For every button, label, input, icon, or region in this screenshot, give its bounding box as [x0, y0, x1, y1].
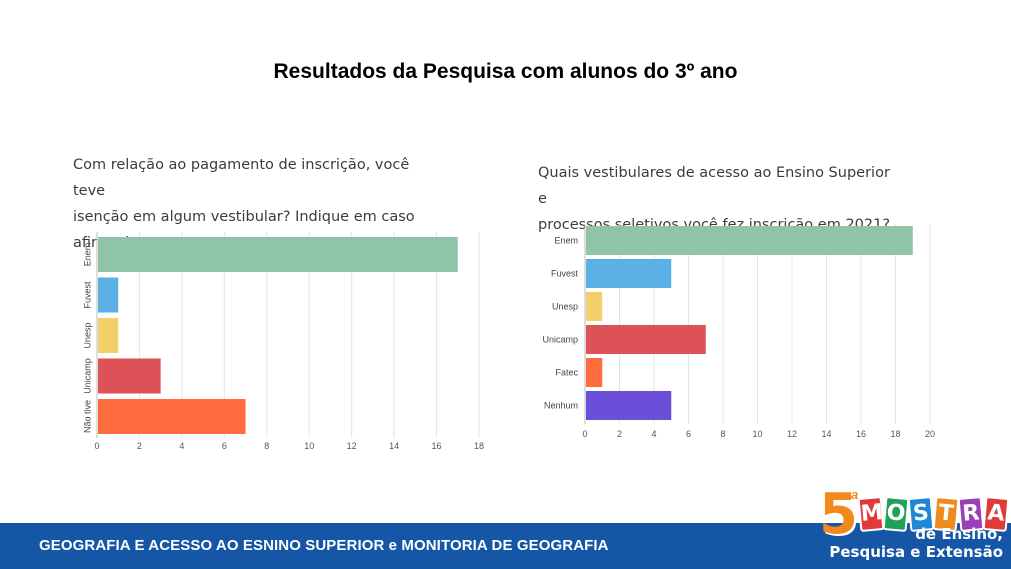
footer-text: GEOGRAFIA E ACESSO AO ESNINO SUPERIOR e …	[39, 537, 609, 554]
bar-unicamp	[98, 358, 161, 394]
bar-enem	[98, 237, 458, 272]
footer-bar: GEOGRAFIA E ACESSO AO ESNINO SUPERIOR e …	[0, 523, 1011, 569]
category-label: Não tive	[82, 400, 92, 433]
logo-ordinal: a	[851, 487, 859, 502]
x-tick-label: 4	[179, 441, 184, 451]
chart2-question-line: Quais vestibulares de acesso ao Ensino S…	[538, 165, 890, 207]
x-tick-label: 14	[389, 441, 399, 451]
category-label: Fuvest	[551, 269, 579, 279]
x-tick-label: 8	[264, 441, 269, 451]
x-tick-label: 0	[582, 429, 587, 439]
bar-enem	[586, 226, 913, 255]
bar-fuvest	[98, 277, 119, 313]
bar-nenhum	[586, 391, 672, 420]
logo-number: 5	[819, 482, 858, 547]
category-label: Enem	[554, 236, 578, 246]
logo-letter: M	[857, 496, 885, 532]
logo-letter: O	[882, 496, 910, 532]
bar-fuvest	[586, 259, 672, 288]
chart1-question-line: isenção em algum vestibular? Indique em …	[73, 209, 415, 225]
x-tick-label: 2	[617, 429, 622, 439]
bar-unicamp	[586, 325, 706, 354]
bar-fatec	[586, 358, 603, 387]
category-label: Unicamp	[542, 335, 578, 345]
x-tick-label: 18	[474, 441, 484, 451]
category-label: Unesp	[82, 322, 92, 348]
x-tick-label: 20	[925, 429, 935, 439]
bar-notive	[98, 399, 246, 434]
chart1-question: Com relação ao pagamento de inscrição, v…	[73, 152, 433, 256]
x-tick-label: 10	[304, 441, 314, 451]
category-label: Unicamp	[82, 358, 92, 394]
x-tick-label: 12	[347, 441, 357, 451]
x-tick-label: 10	[752, 429, 762, 439]
x-tick-label: 14	[821, 429, 831, 439]
x-tick-label: 2	[137, 441, 142, 451]
x-tick-label: 4	[651, 429, 656, 439]
logo-line1: de Ensino,	[915, 525, 1003, 543]
logo-line2: Pesquisa e Extensão	[829, 543, 1003, 561]
slide-title: Resultados da Pesquisa com alunos do 3º …	[273, 60, 738, 83]
bar-unesp	[586, 292, 603, 321]
x-tick-label: 16	[432, 441, 442, 451]
category-label: Nenhum	[544, 401, 578, 411]
category-label: Unesp	[552, 302, 578, 312]
x-tick-label: 0	[94, 441, 99, 451]
bar-unesp	[98, 318, 119, 353]
x-tick-label: 12	[787, 429, 797, 439]
category-label: Fatec	[555, 368, 578, 378]
category-label: Enem	[82, 243, 92, 267]
chart1-exemption-bar-chart: 0 2 4 6 8 10 12 14 16 18 Enem Fuvest Unesp Unicamp Não…	[82, 232, 484, 451]
x-tick-label: 6	[686, 429, 691, 439]
x-tick-label: 18	[890, 429, 900, 439]
chart2-registrations-bar-chart: 0 2 4 6 8 10 12 14 16 18 20 Enem Fuvest Unesp Unicamp F…	[542, 224, 935, 439]
x-tick-label: 8	[720, 429, 725, 439]
category-label: Fuvest	[82, 281, 92, 309]
x-tick-label: 16	[856, 429, 866, 439]
chart1-question-line: Com relação ao pagamento de inscrição, v…	[73, 157, 410, 199]
x-tick-label: 6	[222, 441, 227, 451]
